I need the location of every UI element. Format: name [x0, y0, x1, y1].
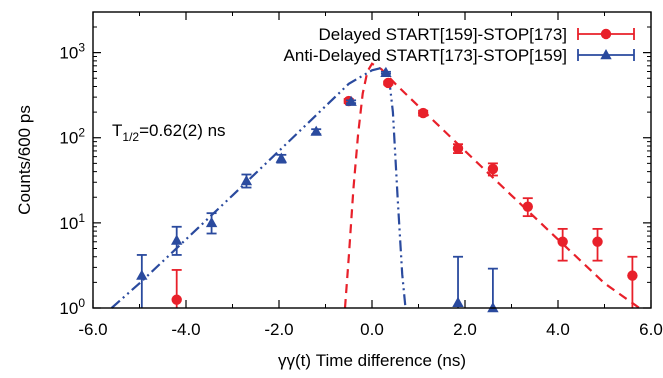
data-point-anti-delayed: [380, 66, 392, 77]
half-life-value: =0.62(2) ns: [139, 121, 225, 140]
data-point-delayed: [383, 77, 394, 89]
plot-frame: [92, 11, 652, 309]
y-tick-label-base: 10: [59, 299, 78, 318]
half-life-symbol: T: [112, 121, 122, 140]
legend-label-delayed: Delayed START[159]-STOP[173]: [318, 25, 567, 44]
data-point-delayed: [557, 236, 568, 247]
data-point-delayed: [452, 143, 464, 154]
y-tick-label-exponent: 1: [78, 211, 85, 225]
y-tick-label-exponent: 0: [78, 296, 85, 310]
y-tick-label: 103: [59, 41, 85, 63]
x-tick-label: -2.0: [264, 320, 293, 339]
legend-marker-delayed: [600, 28, 612, 40]
legend-marker-anti-delayed: [600, 49, 612, 60]
data-point-delayed: [522, 201, 533, 212]
x-tick-label: 4.0: [546, 320, 570, 339]
data-point-anti-delayed: [205, 216, 218, 228]
x-tick-label: -4.0: [171, 320, 200, 339]
x-tick-label: -6.0: [78, 320, 107, 339]
y-tick-label-base: 10: [59, 129, 78, 148]
data-point-delayed: [417, 107, 429, 119]
legend-sample-delayed: [577, 28, 635, 40]
y-tick-label-base: 10: [59, 44, 78, 63]
data-point-delayed: [627, 270, 638, 281]
y-tick-label: 101: [59, 211, 85, 233]
data-point-anti-delayed: [275, 152, 287, 163]
y-axis-title: Counts/600 ps: [15, 105, 34, 215]
data-point-anti-delayed: [345, 95, 357, 106]
half-life-annotation: T1/2=0.62(2) ns: [112, 121, 226, 144]
data-point-anti-delayed: [452, 296, 464, 307]
data-point-delayed: [171, 294, 182, 305]
x-axis-title: γγ(t) Time difference (ns): [278, 351, 466, 370]
legend-label-anti-delayed: Anti-Delayed START[173]-STOP[159]: [284, 46, 567, 65]
x-tick-label: 6.0: [639, 320, 663, 339]
y-tick-label-exponent: 3: [78, 41, 85, 55]
y-tick-label-base: 10: [59, 214, 78, 233]
data-point-anti-delayed: [171, 234, 183, 245]
legend-sample-anti-delayed: [577, 49, 635, 61]
half-life-subscript: 1/2: [122, 130, 139, 144]
fit-curve-delayed: [343, 62, 641, 309]
legend: Delayed START[159]-STOP[173] Anti-Delaye…: [284, 25, 635, 65]
data-point-delayed: [487, 163, 499, 175]
y-tick-label-exponent: 2: [78, 126, 85, 140]
data-point-anti-delayed: [240, 175, 253, 186]
fit-curves: [110, 62, 641, 309]
x-tick-label: 0.0: [360, 320, 384, 339]
y-tick-label: 102: [59, 126, 85, 148]
data-point-anti-delayed: [136, 269, 148, 280]
data-point-delayed: [592, 236, 603, 247]
fit-curve-anti-delayed: [110, 66, 407, 309]
data-point-anti-delayed: [310, 125, 322, 136]
x-tick-label: 2.0: [453, 320, 477, 339]
data-point-anti-delayed: [487, 302, 499, 313]
y-tick-label: 100: [59, 296, 85, 318]
data-points: [136, 66, 638, 313]
